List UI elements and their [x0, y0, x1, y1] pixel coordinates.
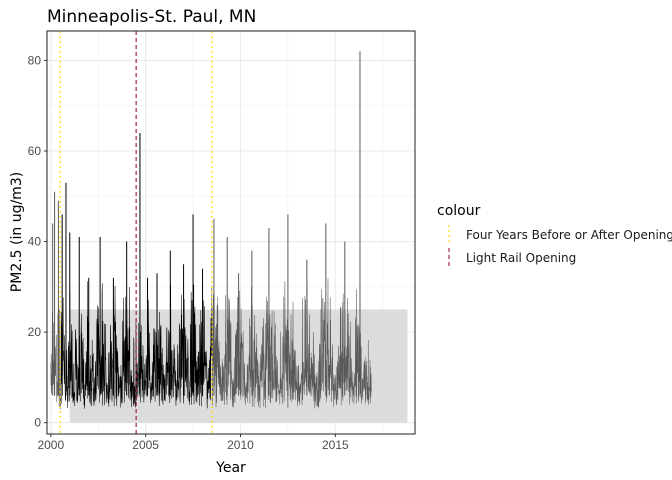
- x-axis: 2000 2005 2010 2015: [37, 434, 349, 452]
- y-axis-title: PM2.5 (in ug/m3): [9, 172, 25, 292]
- legend-title: colour: [437, 203, 481, 219]
- x-axis-title: Year: [215, 460, 246, 476]
- panel-border: [46, 30, 416, 435]
- chart-title: Minneapolis-St. Paul, MN: [47, 7, 256, 27]
- x-tick-label: 2005: [132, 438, 159, 452]
- y-tick-label: 20: [28, 325, 42, 339]
- x-tick-label: 2010: [227, 438, 254, 452]
- y-tick-label: 0: [34, 416, 41, 430]
- y-tick-label: 60: [28, 144, 42, 158]
- plot-area: [46, 30, 416, 435]
- y-tick-label: 80: [28, 53, 42, 67]
- legend: colour Four Years Before or After Openin…: [437, 203, 672, 266]
- y-axis: 0 20 40 60 80: [28, 53, 47, 430]
- x-tick-label: 2015: [322, 438, 349, 452]
- x-tick-label: 2000: [37, 438, 64, 452]
- legend-label: Light Rail Opening: [466, 251, 576, 265]
- legend-label: Four Years Before or After Opening: [466, 228, 672, 242]
- y-tick-label: 40: [28, 235, 42, 249]
